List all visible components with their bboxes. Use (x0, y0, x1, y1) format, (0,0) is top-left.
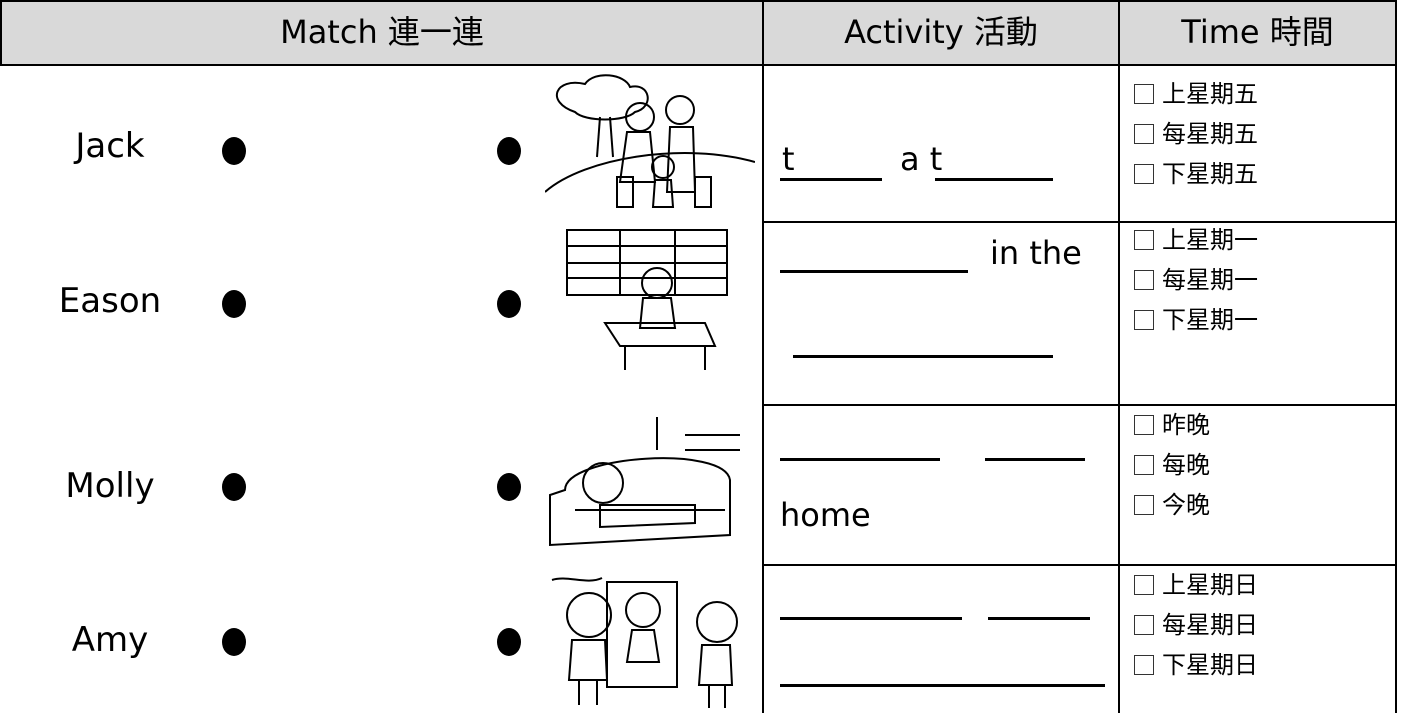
time-option[interactable]: 上星期五 (1134, 80, 1258, 108)
blank (988, 617, 1090, 620)
blank (780, 270, 968, 273)
time-label: 每星期日 (1162, 611, 1258, 639)
border (0, 0, 1397, 2)
time-option[interactable]: 上星期一 (1134, 226, 1258, 254)
checkbox[interactable] (1134, 270, 1154, 290)
name: Amy (71, 620, 149, 660)
checkbox[interactable] (1134, 230, 1154, 250)
checkbox[interactable] (1134, 415, 1154, 435)
time-label: 下星期一 (1162, 306, 1258, 334)
activity-text: t (782, 140, 795, 178)
time-label: 下星期五 (1162, 160, 1258, 188)
border (1118, 0, 1120, 713)
blank (780, 178, 882, 181)
header-activity: Activity 活動 (764, 0, 1118, 64)
checkbox[interactable] (1134, 495, 1154, 515)
time-option[interactable]: 每星期五 (1134, 120, 1258, 148)
picture-family-trip (545, 74, 755, 208)
time-label: 昨晚 (1162, 411, 1210, 439)
checkbox[interactable] (1134, 84, 1154, 104)
header-match: Match 連一連 (2, 0, 762, 64)
checkbox[interactable] (1134, 124, 1154, 144)
border (0, 64, 1397, 66)
name: Eason (58, 281, 162, 321)
name: Jack (75, 126, 145, 166)
blank (780, 458, 940, 461)
match-dot[interactable] (222, 473, 246, 501)
time-option[interactable]: 下星期一 (1134, 306, 1258, 334)
activity-text: home (780, 496, 871, 534)
time-label: 上星期一 (1162, 226, 1258, 254)
border (1395, 0, 1397, 713)
blank (985, 458, 1085, 461)
match-dot[interactable] (222, 628, 246, 656)
border (762, 404, 1397, 406)
checkbox[interactable] (1134, 164, 1154, 184)
activity-text: in the (990, 234, 1082, 272)
time-option[interactable]: 每星期一 (1134, 266, 1258, 294)
time-option[interactable]: 今晚 (1134, 491, 1210, 519)
blank (793, 355, 1053, 358)
border (762, 564, 1397, 566)
match-dot[interactable] (497, 137, 521, 165)
blank (780, 617, 962, 620)
time-option[interactable]: 每晚 (1134, 451, 1210, 479)
border (762, 221, 1397, 223)
picture-visit (551, 577, 738, 708)
time-option[interactable]: 下星期五 (1134, 160, 1258, 188)
picture-sofa (549, 417, 740, 547)
time-label: 上星期日 (1162, 571, 1258, 599)
checkbox[interactable] (1134, 655, 1154, 675)
time-label: 下星期日 (1162, 651, 1258, 679)
blank (935, 178, 1053, 181)
match-dot[interactable] (497, 473, 521, 501)
checkbox[interactable] (1134, 615, 1154, 635)
checkbox[interactable] (1134, 575, 1154, 595)
time-option[interactable]: 上星期日 (1134, 571, 1258, 599)
time-option[interactable]: 昨晚 (1134, 411, 1210, 439)
checkbox[interactable] (1134, 455, 1154, 475)
checkbox[interactable] (1134, 310, 1154, 330)
time-label: 今晚 (1162, 491, 1210, 519)
header-time: Time 時間 (1120, 0, 1395, 64)
time-label: 每星期五 (1162, 120, 1258, 148)
time-option[interactable]: 每星期日 (1134, 611, 1258, 639)
blank (780, 684, 1105, 687)
match-dot[interactable] (497, 628, 521, 656)
time-label: 每星期一 (1162, 266, 1258, 294)
time-label: 每晚 (1162, 451, 1210, 479)
activity-text: a t (900, 140, 943, 178)
picture-library (566, 229, 728, 370)
match-dot[interactable] (222, 137, 246, 165)
time-option[interactable]: 下星期日 (1134, 651, 1258, 679)
border (0, 0, 2, 66)
match-dot[interactable] (222, 290, 246, 318)
name: Molly (65, 466, 155, 506)
time-label: 上星期五 (1162, 80, 1258, 108)
match-dot[interactable] (497, 290, 521, 318)
border (762, 0, 764, 713)
